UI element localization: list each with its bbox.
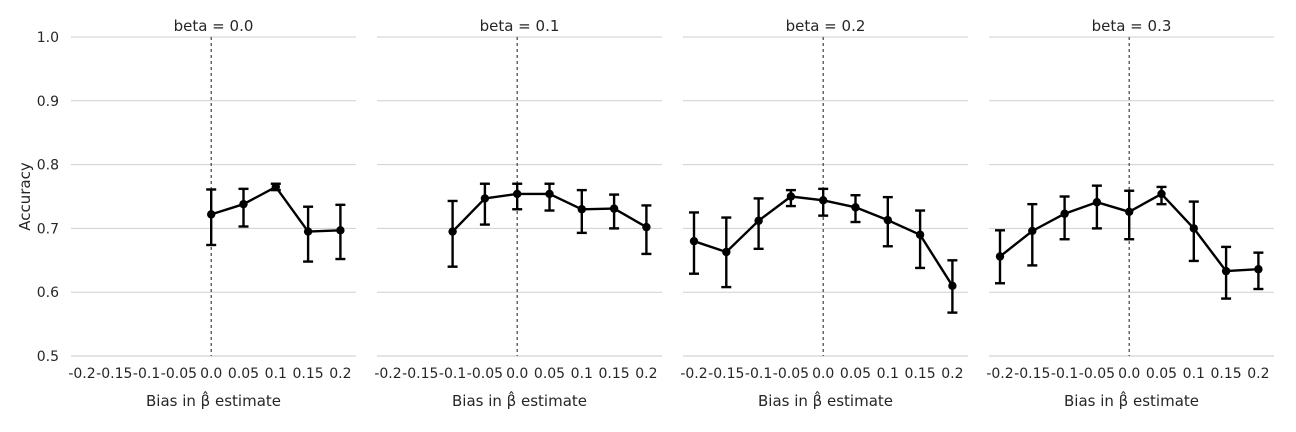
data-point — [336, 226, 345, 235]
y-axis-label: Accuracy — [16, 162, 34, 231]
data-point — [1092, 198, 1102, 207]
x-tick-label: 0.1 — [877, 366, 899, 382]
x-axis-label: Bias in β̂ estimate — [452, 390, 587, 410]
x-tick-label: -0.05 — [467, 366, 503, 382]
x-tick-label: -0.05 — [773, 366, 809, 382]
x-tick-label: 0.1 — [571, 366, 593, 382]
data-point — [786, 192, 796, 201]
panel-title: beta = 0.1 — [480, 17, 560, 35]
x-axis-label: Bias in β̂ estimate — [146, 390, 281, 410]
data-point — [448, 227, 457, 236]
panel-1: beta = 0.0 -0.2 -0.15 -0.1 -0.05 0.0 0.05 0.1 0.… — [68, 17, 356, 410]
data-point — [1028, 226, 1037, 236]
data-point — [754, 216, 763, 225]
data-point — [689, 236, 699, 246]
x-tick-label: -0.15 — [402, 366, 438, 382]
x-tick-label: 0.1 — [1183, 366, 1205, 382]
x-tick-label: -0.1 — [133, 366, 160, 382]
panel-2: beta = 0.1 -0.2 -0.15 -0.1 -0.05 0.0 0.05 0.1 0.… — [374, 17, 662, 410]
y-axis: 0.5 0.6 0.7 0.8 0.9 1.0 Accuracy — [16, 30, 59, 365]
data-point — [545, 189, 554, 199]
x-tick-label: 0.15 — [293, 366, 324, 382]
x-tick-label: -0.2 — [68, 366, 95, 382]
data-point — [1189, 224, 1199, 233]
data-point — [851, 203, 860, 212]
x-axis-label: Bias in β̂ estimate — [758, 390, 893, 410]
data-point — [480, 194, 490, 203]
data-point — [1060, 209, 1069, 218]
error-bar — [1091, 184, 1102, 230]
x-tick-label: 0.2 — [329, 366, 351, 382]
x-axis-label: Bias in β̂ estimate — [1064, 390, 1199, 410]
data-point — [883, 215, 892, 225]
x-tick-label: -0.1 — [1051, 366, 1078, 382]
y-tick-label: 0.7 — [37, 221, 59, 237]
x-tick-label: 0.0 — [506, 366, 528, 382]
data-point — [1254, 265, 1263, 274]
x-tick-label: 0.05 — [1146, 366, 1177, 382]
x-tick-label: 0.2 — [635, 366, 657, 382]
data-point — [577, 205, 586, 214]
data-point — [513, 189, 522, 199]
panel-title: beta = 0.3 — [1092, 17, 1172, 35]
data-point — [948, 281, 957, 291]
panel-title: beta = 0.2 — [786, 17, 866, 35]
x-tick-label: -0.2 — [374, 366, 401, 382]
x-tick-label: -0.15 — [96, 366, 132, 382]
x-tick-label: 0.15 — [599, 366, 630, 382]
x-tick-label: 0.2 — [941, 366, 963, 382]
data-point — [609, 204, 619, 213]
error-bar — [915, 209, 926, 270]
x-tick-label: 0.05 — [840, 366, 871, 382]
x-tick-label: -0.15 — [1014, 366, 1050, 382]
data-point — [1157, 189, 1166, 199]
panel-4: beta = 0.3 -0.2 -0.15 -0.1 -0.05 0.0 0.05 0.1 0.… — [986, 17, 1274, 410]
x-tick-label: 0.05 — [228, 366, 259, 382]
data-point — [722, 247, 731, 257]
y-tick-label: 0.9 — [37, 94, 59, 110]
x-tick-label: 0.1 — [265, 366, 287, 382]
x-tick-label: 0.0 — [812, 366, 834, 382]
chart-panels: beta = 0.0-0.2 -0.15 -0.1 -0.05 0.0 0.05 0.1 0.… — [68, 17, 1274, 410]
error-bar — [479, 182, 490, 226]
data-point — [915, 230, 925, 239]
x-tick-label: -0.15 — [708, 366, 744, 382]
data-point — [271, 182, 280, 192]
data-point — [207, 210, 216, 219]
data-point — [1125, 207, 1134, 217]
x-tick-label: 0.0 — [1118, 366, 1140, 382]
x-tick-label: 0.15 — [905, 366, 936, 382]
data-point — [1221, 266, 1231, 276]
y-tick-label: 0.8 — [37, 158, 59, 174]
series-line — [210, 185, 341, 233]
x-tick-label: -0.1 — [439, 366, 466, 382]
data-point — [819, 196, 828, 205]
x-tick-label: -0.2 — [680, 366, 707, 382]
x-tick-label: -0.05 — [161, 366, 197, 382]
data-point — [303, 227, 313, 236]
x-tick-label: 0.15 — [1211, 366, 1242, 382]
y-tick-label: 1.0 — [37, 30, 59, 46]
panel-3: beta = 0.2 -0.2 -0.15 -0.1 -0.05 0.0 0.05 0.1 0.… — [680, 17, 968, 410]
data-point — [239, 199, 248, 209]
y-tick-label: 0.5 — [37, 349, 59, 365]
x-tick-label: -0.2 — [986, 366, 1013, 382]
x-tick-label: -0.05 — [1079, 366, 1115, 382]
x-tick-label: 0.2 — [1247, 366, 1269, 382]
y-tick-label: 0.6 — [37, 285, 59, 301]
x-tick-label: 0.0 — [200, 366, 222, 382]
data-point — [642, 222, 651, 232]
data-point — [995, 252, 1005, 261]
panel-title: beta = 0.0 — [174, 17, 254, 35]
x-tick-label: -0.1 — [745, 366, 772, 382]
x-tick-label: 0.05 — [534, 366, 565, 382]
